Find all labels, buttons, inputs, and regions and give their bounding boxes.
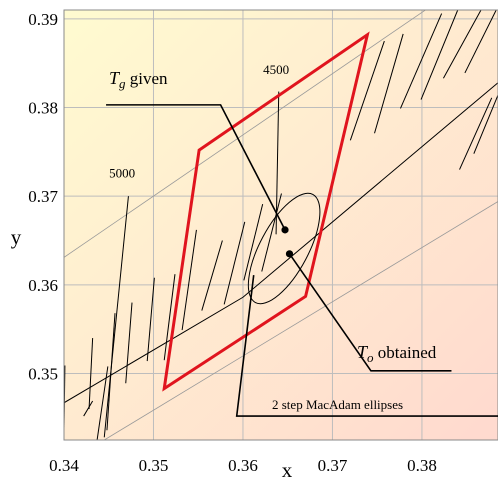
x-tick-label-1: 0.35 [139,456,169,475]
y-tick-label-3: 0.38 [28,99,58,118]
isotherm-14 [420,10,459,100]
isotherm-12 [374,33,404,134]
isotherm-1 [88,338,94,409]
isotherm-18 [473,94,498,154]
annotation-leader-0 [106,104,286,231]
plot-background [64,10,498,440]
isotherm-19 [96,366,109,440]
isotherm-11 [349,40,385,141]
isotherm-4 [146,277,155,362]
isotherm-label-0: 5000 [109,166,135,181]
isotherm-21 [83,400,94,417]
annotation-macadam-ellipses: 2 step MacAdam ellipses [272,397,403,412]
x-axis-label: x [282,458,293,481]
y-tick-label-4: 0.39 [28,10,58,29]
x-tick-label-0: 0.34 [49,456,79,475]
isotherm-17 [459,97,493,170]
annotation-leader-1 [288,253,452,372]
isotherm-labeled-1 [275,91,280,235]
isotherm-16 [464,10,497,74]
plot-frame [63,9,498,441]
macadam-ellipse [247,192,321,305]
y-tick-label-0: 0.35 [28,365,58,384]
labels: Tg given To obtained 2 step MacAdam ellips… [106,62,498,417]
isotherm-6 [181,229,197,331]
y-tick-label-2: 0.37 [28,187,58,206]
tick-labels: 0.34 0.35 0.36 0.37 0.38 0.35 0.36 0.37 0.38 0.39 [28,10,437,475]
tolerance-quadrilateral [162,31,370,392]
annotation-to-obtained: To obtained [357,342,437,365]
planckian-locus [64,82,498,404]
isotherm-13 [400,13,443,109]
y-axis-label: y [11,225,22,249]
x-tick-label-3: 0.37 [318,456,348,475]
point-Tg [281,226,289,234]
isotherm-15 [442,10,482,79]
boundary-line-0 [64,10,427,258]
x-tick-label-4: 0.38 [407,456,437,475]
isotherm-labeled-0 [103,196,129,438]
isotherm-5 [163,274,176,361]
isotherm-7 [201,240,223,311]
y-tick-label-1: 0.36 [28,276,58,295]
isotherm-8 [223,221,246,305]
isotherm-10 [261,193,282,272]
grid [64,10,498,440]
annotation-tg-given: Tg given [109,68,168,91]
curves [64,10,498,440]
overlay [162,31,370,392]
point-To [285,250,294,258]
isotherm-9 [243,204,264,281]
isotherm-3 [125,302,133,384]
boundary-line-1 [104,201,498,440]
isotherm-label-1: 4500 [263,62,289,77]
x-tick-label-2: 0.36 [228,456,258,475]
annotation-leader-2 [235,274,498,417]
